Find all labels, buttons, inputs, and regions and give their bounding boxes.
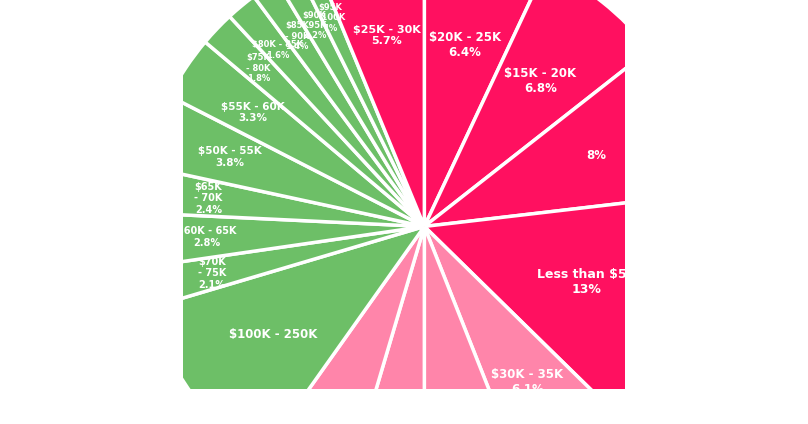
Wedge shape [205, 17, 424, 226]
Wedge shape [424, 226, 530, 424]
Text: $20K - 25K
6.4%: $20K - 25K 6.4% [429, 31, 501, 59]
Wedge shape [424, 226, 629, 424]
Text: $95K
- 100K
1%: $95K - 100K 1% [314, 3, 345, 33]
Text: 8%: 8% [587, 149, 607, 162]
Wedge shape [315, 0, 424, 226]
Wedge shape [170, 42, 424, 226]
Text: $80K - 85K
1.6%: $80K - 85K 1.6% [252, 40, 304, 60]
Text: $90K
- 95K
1.2%: $90K - 95K 1.2% [302, 11, 326, 40]
Wedge shape [424, 0, 650, 226]
Text: $40K - 45K
4.8%: $40K - 45K 4.8% [305, 391, 373, 413]
Text: $15K - 20K
6.8%: $15K - 20K 6.8% [504, 67, 576, 95]
Text: $75K
- 80K
1.8%: $75K - 80K 1.8% [246, 53, 271, 83]
Text: $60K - 65K
2.8%: $60K - 65K 2.8% [177, 226, 237, 248]
Text: $100K - 250K: $100K - 250K [229, 328, 317, 341]
Text: Less than $5K
13%: Less than $5K 13% [537, 268, 637, 296]
Wedge shape [276, 0, 424, 226]
Wedge shape [424, 50, 709, 226]
Wedge shape [138, 166, 424, 226]
Wedge shape [229, 0, 424, 226]
Wedge shape [149, 226, 424, 424]
Wedge shape [297, 0, 424, 226]
Wedge shape [254, 0, 424, 226]
Text: $65K
- 70K
2.4%: $65K - 70K 2.4% [194, 181, 223, 215]
Wedge shape [424, 0, 546, 226]
Text: $45K: $45K [381, 414, 412, 424]
Text: $85K
- 90K
1.4%: $85K - 90K 1.4% [284, 21, 309, 51]
Wedge shape [145, 96, 424, 226]
Text: $30K - 35K
6.1%: $30K - 35K 6.1% [491, 368, 563, 396]
Text: $50K - 55K
3.8%: $50K - 55K 3.8% [198, 146, 262, 168]
Text: $35K - 40K
5.5%: $35K - 40K 5.5% [427, 407, 494, 424]
Text: $25K - 30K
5.7%: $25K - 30K 5.7% [352, 25, 420, 46]
Wedge shape [424, 193, 711, 424]
Text: $70K
- 75K
2.1%: $70K - 75K 2.1% [197, 257, 226, 290]
Text: $55K - 60K
3.3%: $55K - 60K 3.3% [221, 101, 284, 123]
Wedge shape [141, 226, 424, 308]
Wedge shape [259, 226, 424, 424]
Wedge shape [138, 213, 424, 268]
Wedge shape [343, 226, 424, 424]
